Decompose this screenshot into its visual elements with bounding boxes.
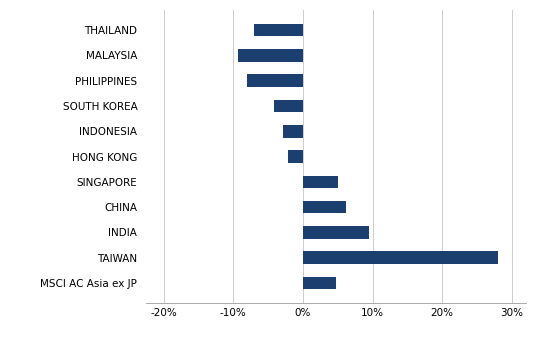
Bar <box>274 99 303 112</box>
Bar <box>254 24 303 36</box>
Bar <box>303 201 346 214</box>
Bar <box>303 251 498 264</box>
Bar <box>283 125 303 138</box>
Bar <box>238 49 303 62</box>
Bar <box>303 226 369 239</box>
Bar <box>303 277 337 289</box>
Bar <box>247 74 303 87</box>
Bar <box>303 175 338 188</box>
Bar <box>288 150 303 163</box>
